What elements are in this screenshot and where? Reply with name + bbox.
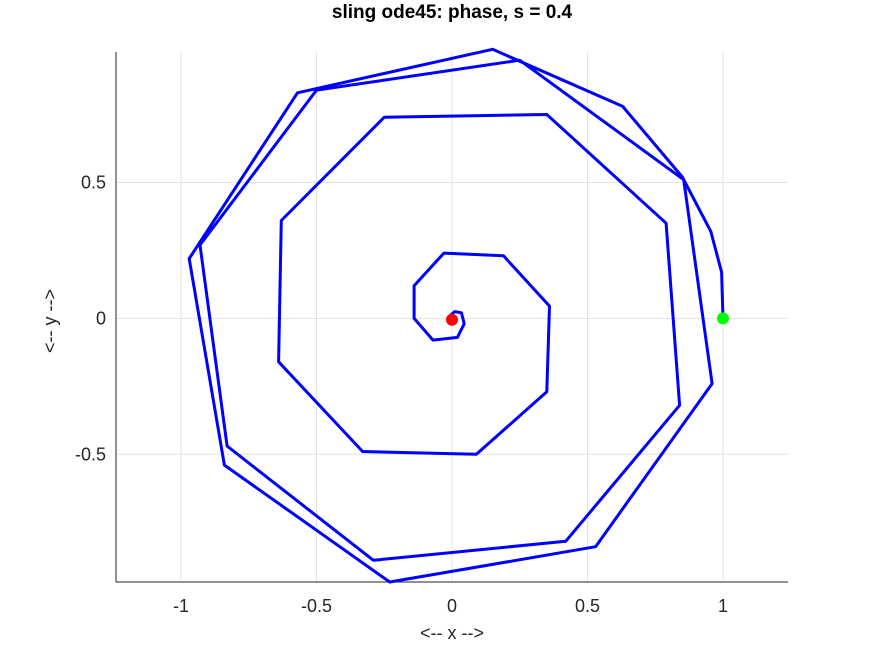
x-axis-label: <-- x --> (420, 623, 484, 643)
start-marker (716, 312, 729, 325)
x-tick-label: 1 (718, 596, 728, 616)
y-tick-label: 0 (96, 308, 106, 328)
y-tick-labels: -0.5 0 0.5 (75, 172, 106, 464)
trajectory-line (187, 47, 725, 584)
markers-group (446, 312, 729, 326)
x-tick-label: 0 (447, 596, 457, 616)
x-tick-label: -1 (173, 596, 189, 616)
x-tick-label: 0.5 (575, 596, 600, 616)
axes (115, 52, 788, 583)
chart-title: sling ode45: phase, s = 0.4 (332, 2, 573, 23)
end-marker (446, 313, 458, 326)
x-tick-label: -0.5 (301, 596, 332, 616)
y-tick-label: 0.5 (81, 172, 106, 192)
x-tick-labels: -1 -0.5 0 0.5 1 (173, 596, 728, 616)
y-tick-label: -0.5 (75, 444, 106, 464)
series-group (187, 47, 725, 584)
y-axis-label: <-- y --> (40, 289, 60, 353)
